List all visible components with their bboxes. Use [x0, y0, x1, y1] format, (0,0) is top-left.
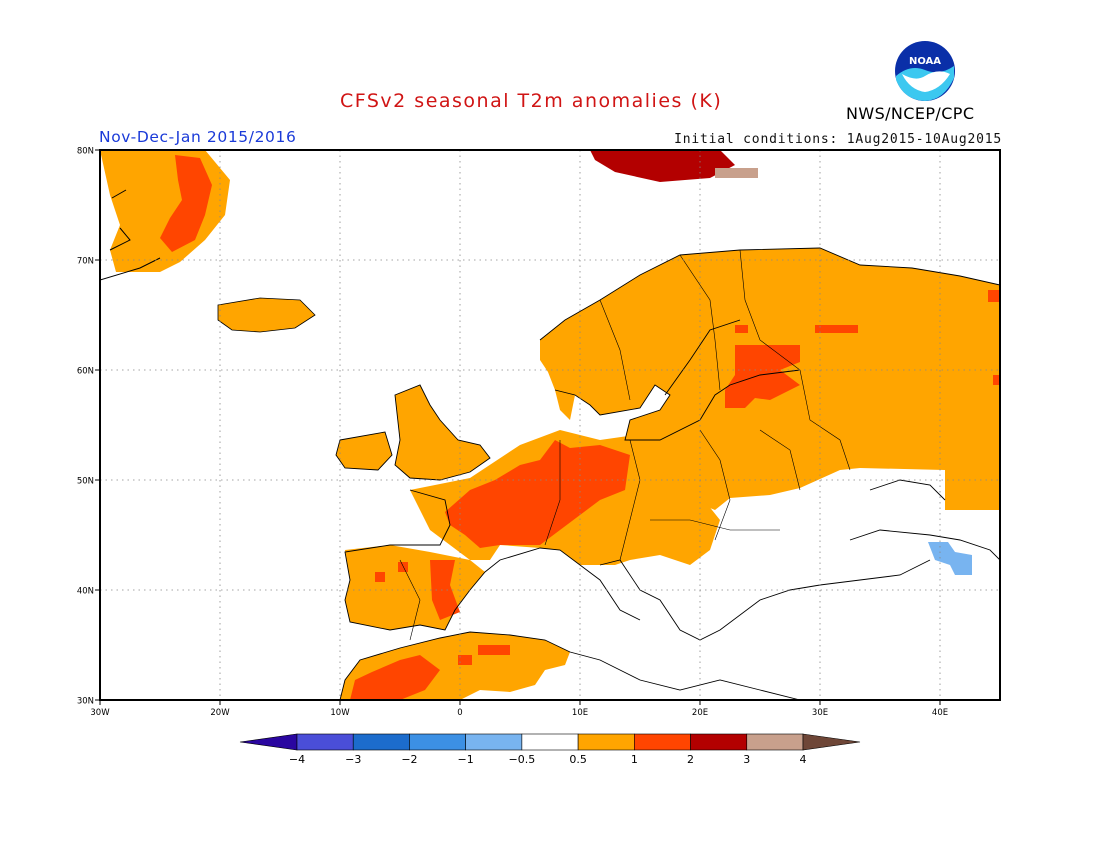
lon-tick-label: 20E	[692, 708, 708, 718]
initial-conditions: Initial conditions: 1Aug2015-10Aug2015	[674, 132, 1002, 147]
noaa-logo-text: NOAA	[909, 56, 941, 67]
colorbar-label: −1	[458, 753, 474, 766]
gridlines	[100, 150, 1000, 700]
colorbar-label: −4	[289, 753, 305, 766]
agency-label: NWS/NCEP/CPC	[846, 104, 975, 123]
latitude-ticks: 30N 40N 50N 60N 70N 80N	[77, 147, 100, 707]
lon-tick-label: 10E	[572, 708, 588, 718]
colorbar-swatch	[409, 733, 466, 751]
colorbar-arrow-low	[239, 733, 298, 751]
colorbar-label: 4	[800, 753, 807, 766]
noaa-logo-icon: NOAA	[895, 41, 955, 101]
colorbar-label: 1	[631, 753, 638, 766]
colorbar-swatch	[465, 733, 523, 751]
colorbar-swatch	[352, 733, 410, 751]
colorbar-swatch	[690, 733, 748, 751]
iberia-anomaly-region	[345, 545, 485, 630]
forecast-period: Nov-Dec-Jan 2015/2016	[99, 128, 297, 146]
map-title: CFSv2 seasonal T2m anomalies (K)	[340, 90, 723, 112]
colorbar-label: −3	[345, 753, 361, 766]
lat-tick-label: 60N	[77, 367, 94, 377]
colorbar-label: 2	[687, 753, 694, 766]
caucasus-cool-anomaly	[928, 542, 972, 575]
colorbar-swatch	[577, 733, 635, 751]
greenland-anomaly-region	[100, 150, 230, 281]
colorbar-label: 0.5	[569, 753, 587, 766]
lon-tick-label: 30E	[812, 708, 828, 718]
colorbar-swatch	[746, 733, 804, 751]
lon-tick-label: 10W	[330, 708, 350, 718]
colorbar: −4 −3 −2 −1 −0.5 0.5 1 2 3 4	[239, 733, 861, 766]
colorbar-label: 3	[743, 753, 750, 766]
svalbard-anomaly-region	[590, 150, 758, 182]
lat-tick-label: 70N	[77, 257, 94, 267]
lat-tick-label: 40N	[77, 587, 94, 597]
lat-tick-label: 50N	[77, 477, 94, 487]
lat-tick-label: 30N	[77, 697, 94, 707]
lat-tick-label: 80N	[77, 147, 94, 157]
iceland-anomaly-region	[217, 297, 316, 333]
finland-baltic-hotspot	[725, 345, 800, 408]
colorbar-label: −0.5	[509, 753, 536, 766]
lon-tick-label: 30W	[90, 708, 110, 718]
france-germany-hotspot	[445, 440, 630, 548]
map-frame	[99, 149, 1001, 701]
lon-tick-label: 40E	[932, 708, 948, 718]
colorbar-arrow-high	[802, 733, 861, 751]
lon-tick-label: 0	[457, 708, 462, 718]
colorbar-swatch	[296, 733, 354, 751]
colorbar-label: −2	[401, 753, 417, 766]
lon-tick-label: 20W	[210, 708, 230, 718]
colorbar-swatch	[521, 733, 579, 751]
british-isles-anomaly-region	[395, 385, 490, 480]
colorbar-swatch	[634, 733, 691, 751]
longitude-ticks: 30W 20W 10W 0 10E 20E 30E 40E	[90, 700, 948, 718]
